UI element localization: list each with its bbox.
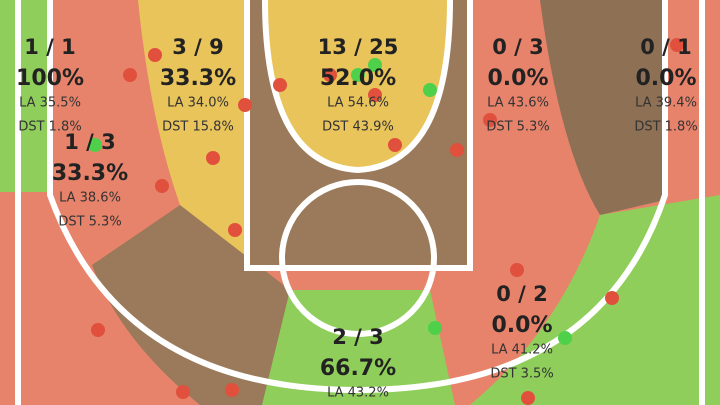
zone-pct: 0.0% [487, 66, 548, 91]
zone-dst: DST 1.8% [18, 120, 81, 135]
zone-ratio: 13 / 25 [318, 35, 399, 59]
zone-dst: DST 1.8% [634, 120, 697, 135]
zone-pct: 33.3% [52, 161, 128, 186]
zone-pct: 52.0% [320, 66, 396, 91]
shot [155, 179, 169, 193]
zone-ratio: 2 / 3 [332, 325, 384, 349]
shot [351, 68, 365, 82]
zone-dst: DST 5.3% [58, 215, 121, 230]
shot [510, 263, 524, 277]
shot [428, 321, 442, 335]
ft-circle [279, 179, 437, 337]
zone-la: LA 35.5% [19, 96, 81, 111]
shot [450, 143, 464, 157]
paint-line [244, 0, 473, 271]
court-lines [15, 0, 705, 405]
shot [670, 38, 684, 52]
shot [88, 138, 102, 152]
zone-la: LA 54.6% [327, 96, 389, 111]
shot [605, 291, 619, 305]
zone-la: LA 39.4% [635, 96, 697, 111]
zone-restricted [265, 0, 450, 170]
zone-ratio: 1 / 1 [24, 35, 76, 59]
shot [238, 98, 252, 112]
zone-right-mid [540, 0, 665, 215]
sidelines [15, 0, 705, 405]
shot [123, 68, 137, 82]
shots [88, 38, 684, 405]
zone-ratio: 0 / 1 [640, 35, 692, 59]
shot [206, 151, 220, 165]
zone-la: LA 38.6% [59, 191, 121, 206]
zone-dst: DST 43.9% [322, 120, 394, 135]
zone-ratio: 1 / 3 [64, 130, 116, 154]
shot [368, 88, 382, 102]
zone-ratio: 3 / 9 [172, 35, 224, 59]
shot [423, 83, 437, 97]
zone-la: LA 34.0% [167, 96, 229, 111]
three-line [47, 0, 668, 394]
shot [521, 391, 535, 405]
zone-pct: 0.0% [635, 66, 696, 91]
shot [558, 331, 572, 345]
shot [148, 48, 162, 62]
zone-ratio: 0 / 3 [492, 35, 544, 59]
zone-pct: 0.0% [491, 313, 552, 338]
zone-la: LA 43.2% [327, 386, 389, 401]
shot [368, 58, 382, 72]
shot [228, 223, 242, 237]
shot [483, 113, 497, 127]
zone-dst: DST 5.3% [486, 120, 549, 135]
zone-pct: 33.3% [160, 66, 236, 91]
zone-la: LA 41.2% [491, 343, 553, 358]
zone-dst: DST 3.5% [490, 367, 553, 382]
shot [388, 138, 402, 152]
shot [225, 383, 239, 397]
shot [176, 385, 190, 399]
zone-dst: DST 15.8% [162, 120, 234, 135]
shot [323, 68, 337, 82]
zone-left-wing-mid [92, 205, 290, 405]
zone-pct: 66.7% [320, 356, 396, 381]
zone-ratio: 0 / 2 [496, 282, 548, 306]
shot [91, 323, 105, 337]
shot [273, 78, 287, 92]
zone-la: LA 43.6% [487, 96, 549, 111]
zone-left-elbow [138, 0, 247, 262]
zone-left-corner [0, 0, 50, 192]
zone-pct: 100% [16, 66, 84, 91]
